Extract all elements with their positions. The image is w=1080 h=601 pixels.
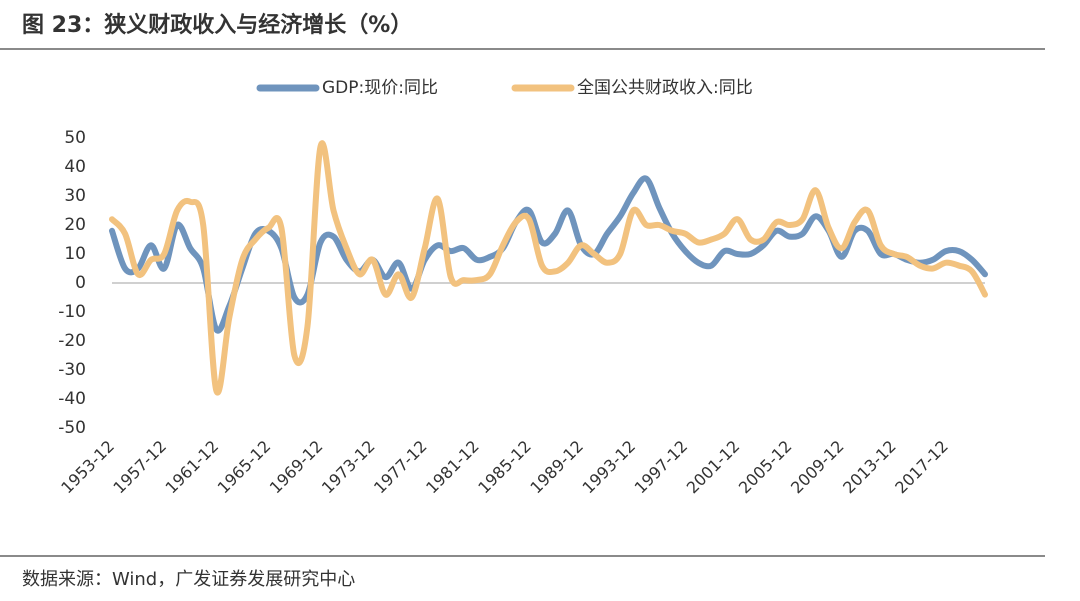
source: 数据来源：Wind，广发证券发展研究中心: [22, 569, 355, 590]
x-tick-label: 1957-12: [109, 437, 170, 498]
y-tick-label: -20: [58, 331, 86, 351]
series-line: [109, 140, 988, 396]
x-tick-label: 2013-12: [839, 437, 900, 498]
y-tick-label: -40: [58, 389, 86, 409]
x-tick-label: 1997-12: [631, 437, 692, 498]
x-tick-label: 1969-12: [266, 437, 327, 498]
x-tick-label: 1981-12: [422, 437, 483, 498]
x-tick-label: 2005-12: [735, 437, 796, 498]
y-tick-label: 20: [64, 215, 86, 235]
y-tick-label: 40: [64, 157, 86, 177]
y-tick-label: -30: [58, 360, 86, 380]
x-tick-label: 1965-12: [214, 437, 275, 498]
x-tick-label: 1993-12: [578, 437, 639, 498]
y-tick-label: 10: [64, 244, 86, 264]
x-tick-label: 2001-12: [683, 437, 744, 498]
y-tick-label: 0: [75, 273, 86, 293]
legend-label: GDP:现价:同比: [322, 78, 438, 98]
x-tick-label: 1961-12: [162, 437, 223, 498]
y-tick-label: 30: [64, 186, 86, 206]
y-tick-label: 50: [64, 128, 86, 148]
x-tick-label: 1953-12: [57, 437, 118, 498]
series-line: [109, 175, 988, 334]
x-tick-label: 1985-12: [474, 437, 535, 498]
x-tick-label: 2009-12: [787, 437, 848, 498]
x-tick-label: 1977-12: [370, 437, 431, 498]
chart-title: 图 23：狭义财政收入与经济增长（%）: [22, 12, 412, 38]
y-tick-label: -50: [58, 418, 86, 438]
x-tick-label: 1989-12: [526, 437, 587, 498]
legend-label: 全国公共财政收入:同比: [577, 78, 753, 98]
x-tick-label: 2017-12: [891, 437, 952, 498]
x-tick-label: 1973-12: [318, 437, 379, 498]
y-tick-label: -10: [58, 302, 86, 322]
